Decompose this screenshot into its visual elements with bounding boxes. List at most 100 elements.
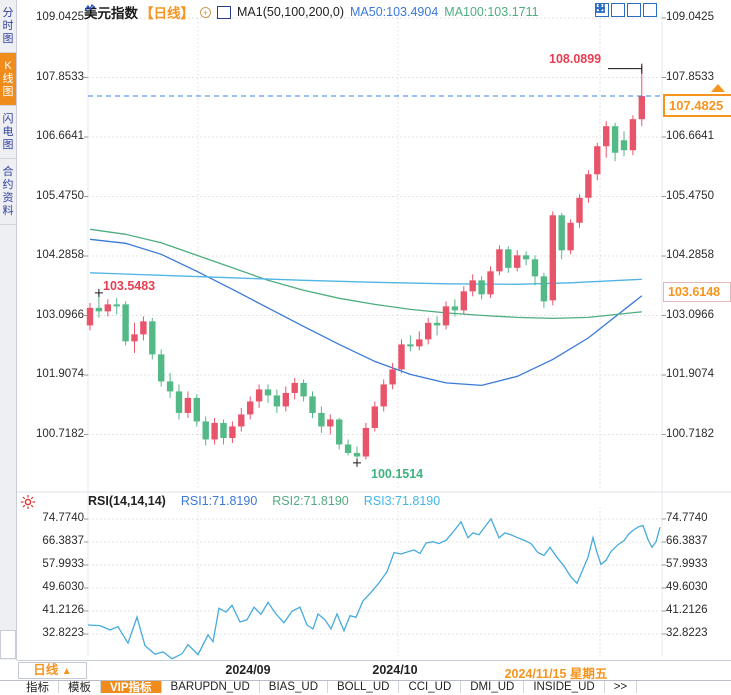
candle-body bbox=[238, 414, 245, 427]
axis-label: 66.3837 bbox=[666, 534, 708, 547]
candle-body bbox=[309, 396, 316, 413]
candle-body bbox=[211, 422, 218, 440]
candle-body bbox=[585, 174, 592, 198]
marker-cross bbox=[94, 288, 103, 297]
indicator-settings-icon[interactable] bbox=[21, 495, 35, 509]
candle-body bbox=[95, 307, 103, 312]
axis-label: 107.8533 bbox=[36, 70, 84, 83]
candle-body bbox=[104, 304, 111, 312]
swing-low-label: 100.1514 bbox=[371, 467, 424, 481]
axis-label: 109.0425 bbox=[666, 11, 714, 23]
date-axis-label: 2024/10 bbox=[372, 663, 418, 677]
indicator-toolbar: 指标 模板 VIP指标 BARUPDN_UD BIAS_UD BOLL_UD CCI_UD D… bbox=[0, 680, 731, 694]
candle-body bbox=[407, 344, 414, 347]
axis-label: 104.2858 bbox=[36, 249, 84, 262]
candle-body bbox=[638, 96, 645, 120]
axis-label: 103.0966 bbox=[36, 308, 84, 321]
candle-body bbox=[229, 426, 236, 438]
candle-body bbox=[264, 389, 272, 396]
candle-body bbox=[86, 307, 94, 326]
axis-label: 100.7182 bbox=[36, 427, 84, 440]
candle-body bbox=[629, 119, 637, 151]
fit-vertical-icon[interactable] bbox=[595, 3, 625, 17]
chart-header: 美元指数 【日线】 + MA1(50,100,200,0) MA50:103.49… bbox=[84, 3, 539, 21]
period-tag: 【日线】 bbox=[140, 6, 194, 21]
jump-latest-icon[interactable] bbox=[595, 3, 657, 17]
rsi2-value: RSI2:71.8190 bbox=[272, 494, 349, 508]
candle-body bbox=[522, 255, 530, 260]
date-axis-label: 2024/09 bbox=[225, 663, 271, 677]
indicator-tab-inside_ud[interactable]: INSIDE_UD bbox=[524, 681, 605, 693]
ma100-value: MA100:103.1711 bbox=[444, 5, 539, 19]
candle-body bbox=[505, 249, 512, 268]
candle-body bbox=[433, 322, 441, 326]
ma-line-ma50 bbox=[89, 238, 643, 387]
candle-body bbox=[442, 306, 450, 326]
candle-body bbox=[247, 401, 254, 415]
candle-body bbox=[567, 222, 574, 251]
candle-body bbox=[184, 397, 192, 413]
candle-body bbox=[380, 384, 387, 407]
candle-body bbox=[140, 321, 147, 335]
latest-high-label: 108.0899 bbox=[549, 52, 602, 66]
sidebar-tab-3[interactable]: 合约资料 bbox=[0, 159, 16, 225]
indicator-tab-bias_ud[interactable]: BIAS_UD bbox=[260, 681, 329, 693]
candle-body bbox=[202, 421, 209, 440]
marker-cross bbox=[353, 458, 361, 467]
candle-body bbox=[300, 382, 307, 397]
candle-body bbox=[416, 339, 423, 347]
candle-body bbox=[611, 126, 619, 153]
ma-settings-label: MA1(50,100,200,0) bbox=[237, 5, 345, 19]
indicator-tab-[interactable]: >> bbox=[605, 681, 638, 693]
candle-body bbox=[122, 304, 129, 342]
period-selector-button[interactable]: 日线 ▲ bbox=[18, 662, 87, 679]
date-axis-row: 日线 ▲ 2024/09 2024/10 2024/11/15 星期五 bbox=[17, 660, 731, 681]
candle-body bbox=[460, 291, 467, 311]
rsi3-value: RSI3:71.8190 bbox=[363, 494, 441, 508]
indicator-tab-[interactable]: 模板 bbox=[59, 681, 101, 694]
indicator-tab-[interactable]: 指标 bbox=[17, 681, 59, 694]
axis-label: 57.9933 bbox=[666, 557, 708, 570]
indicator-tab-boll_ud[interactable]: BOLL_UD bbox=[328, 681, 400, 693]
axis-label: 49.6030 bbox=[42, 580, 84, 593]
candle-body bbox=[158, 354, 165, 382]
candle-body bbox=[193, 397, 200, 422]
sidebar-tab-0[interactable]: 分时图 bbox=[0, 0, 16, 53]
line-chart-icon[interactable] bbox=[84, 3, 231, 19]
axis-label: 105.4750 bbox=[36, 189, 84, 202]
candle-body bbox=[336, 419, 343, 445]
sidebar-bottom-cell bbox=[0, 630, 16, 659]
axis-label: 57.9933 bbox=[42, 557, 84, 570]
indicator-tab-barupdn_ud[interactable]: BARUPDN_UD bbox=[162, 681, 260, 693]
fit-horizontal-icon[interactable] bbox=[595, 3, 641, 17]
symbol-name: 美元指数 bbox=[84, 6, 138, 21]
rsi1-value: RSI1:71.8190 bbox=[180, 494, 258, 508]
axis-label: 103.0966 bbox=[666, 308, 714, 321]
price-up-arrow-icon bbox=[711, 84, 725, 92]
axis-label: 32.8223 bbox=[666, 626, 708, 639]
last-price-box: 107.4825 bbox=[663, 94, 731, 117]
candle-body bbox=[362, 427, 370, 457]
axis-label: 104.2858 bbox=[666, 249, 714, 262]
add-indicator-icon[interactable]: + bbox=[200, 6, 211, 18]
chart-canvas[interactable] bbox=[0, 0, 731, 660]
candle-body bbox=[327, 419, 334, 427]
indicator-tab-dmi_ud[interactable]: DMI_UD bbox=[461, 681, 525, 693]
candle-body bbox=[603, 126, 610, 147]
candle-body bbox=[389, 369, 396, 385]
candle-body bbox=[353, 452, 361, 457]
axis-label: 101.9074 bbox=[36, 368, 84, 381]
candle-body bbox=[166, 381, 174, 392]
axis-label: 109.0425 bbox=[36, 11, 84, 23]
axis-label: 49.6030 bbox=[666, 580, 708, 593]
candle-body bbox=[558, 215, 565, 251]
candle-body bbox=[469, 280, 476, 292]
indicator-tab-cci_ud[interactable]: CCI_UD bbox=[399, 681, 462, 693]
candle-body bbox=[175, 391, 183, 413]
candle-body bbox=[540, 276, 548, 302]
axis-label: 107.8533 bbox=[666, 70, 714, 83]
sidebar-tab-2[interactable]: 闪电图 bbox=[0, 106, 16, 159]
indicator-tab-vip[interactable]: VIP指标 bbox=[101, 681, 162, 694]
